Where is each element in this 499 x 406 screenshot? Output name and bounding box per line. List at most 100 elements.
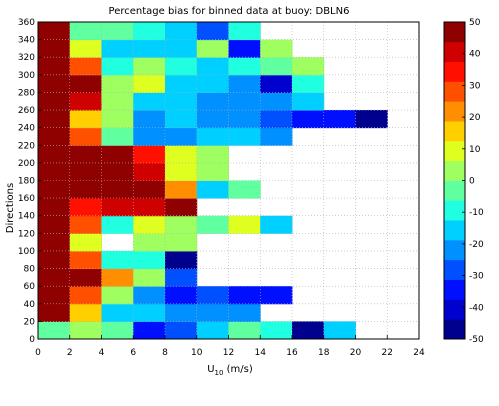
heatmap-cell [292, 321, 325, 340]
heatmap-cell [260, 127, 293, 146]
heatmap-cell [133, 110, 166, 129]
heatmap-cell [292, 110, 325, 129]
x-axis-label-subscript: 10 [215, 369, 224, 377]
y-tick-label: 20 [24, 317, 36, 327]
colorbar-tick-label: 0 [469, 177, 475, 187]
heatmap-cell [38, 92, 71, 111]
heatmap-cell [292, 57, 325, 76]
x-tick-label: 20 [350, 348, 362, 358]
y-tick-label: 0 [29, 335, 35, 345]
heatmap-cell [69, 268, 102, 287]
colorbar-segment [444, 299, 465, 320]
heatmap-cell [101, 180, 134, 199]
heatmap-cell [101, 303, 134, 322]
colorbar-tick-label: -40 [469, 303, 484, 313]
heatmap-cell [260, 92, 293, 111]
colorbar-segment [444, 239, 465, 261]
x-tick-label: 4 [99, 348, 105, 358]
heatmap-cell [101, 110, 134, 129]
colorbar-segment [444, 61, 465, 82]
heatmap-cell [38, 162, 71, 181]
y-tick-label: 120 [18, 229, 35, 239]
heatmap-cell [69, 303, 102, 322]
y-tick-label: 100 [18, 247, 35, 257]
heatmap-cell [101, 127, 134, 146]
heatmap-cell [228, 74, 261, 93]
heatmap-cell [133, 198, 166, 217]
heatmap-cell [165, 250, 198, 270]
heatmap-cell [133, 74, 166, 93]
heatmap-cell [165, 74, 198, 93]
heatmap-cell [69, 233, 102, 252]
x-tick-labels: 0 2 4 6 8 10 12 14 16 18 20 22 24 [35, 335, 425, 358]
heatmap-cell [101, 321, 134, 340]
heatmap-cell [133, 145, 166, 164]
y-tick-label: 340 [18, 36, 35, 46]
heatmap-cell [38, 39, 71, 58]
heatmap-cell [38, 180, 71, 199]
heatmap-cell [196, 22, 229, 41]
heatmap-cell [69, 198, 102, 217]
heatmap-cell [101, 215, 134, 234]
heatmap-cell [228, 92, 261, 111]
colorbar-tick-label: -30 [469, 272, 484, 282]
y-tick-label: 240 [18, 124, 35, 134]
x-tick-label: 14 [255, 348, 267, 358]
heatmap-cell [228, 215, 261, 234]
heatmap-cell [165, 110, 198, 129]
heatmap-cell [101, 162, 134, 181]
heatmap-cell [69, 321, 102, 340]
heatmap-cell [165, 92, 198, 111]
heatmap-cell [260, 39, 293, 58]
heatmap-cell [260, 321, 293, 340]
heatmap-cell [165, 286, 198, 305]
colorbar-segment [444, 140, 465, 162]
heatmap-cell [69, 22, 102, 41]
heatmap-cell [165, 321, 198, 340]
heatmap-cell [228, 110, 261, 129]
colorbar-tick-label: -10 [469, 208, 484, 218]
heatmap-cell [133, 268, 166, 287]
heatmap-cell [133, 286, 166, 305]
y-tick-labels: 0 20 40 60 80 100 120 140 160 180 200 220 240 260 280 3… [18, 18, 42, 345]
heatmap-cell [228, 127, 261, 146]
heatmap-cell [38, 74, 71, 93]
heatmap-cell [292, 92, 325, 111]
heatmap-cell [196, 110, 229, 129]
y-tick-label: 260 [18, 106, 35, 116]
heatmap-cell [260, 74, 293, 93]
heatmap-cell [196, 321, 229, 340]
heatmap-cell [228, 286, 261, 305]
heatmap-cell [69, 250, 102, 270]
colorbar-tick-label: 50 [469, 18, 481, 28]
heatmap-cell [228, 39, 261, 58]
colorbar-segment [444, 180, 465, 201]
heatmap-cell [101, 92, 134, 111]
heatmap-cell [133, 215, 166, 234]
colorbar-segment [444, 81, 465, 102]
heatmap-cell [260, 215, 293, 234]
x-tick-label: 2 [67, 348, 73, 358]
heatmap-cell [260, 110, 293, 129]
heatmap-cell [133, 233, 166, 252]
x-tick-label: 24 [413, 348, 425, 358]
colorbar-segment [444, 41, 465, 63]
heatmap-cell [38, 110, 71, 129]
heatmap-cell [165, 215, 198, 234]
colorbar-segment [444, 259, 465, 280]
heatmap-cell [101, 145, 134, 164]
heatmap-cell [196, 303, 229, 322]
heatmap-cell [69, 74, 102, 93]
heatmap-cell [101, 198, 134, 217]
heatmap-cell [38, 22, 71, 41]
y-tick-label: 180 [18, 177, 35, 187]
heatmap-cell [69, 57, 102, 76]
heatmap-cell [133, 57, 166, 76]
colorbar-tick-label: -50 [469, 335, 484, 345]
heatmap-cell [165, 268, 198, 287]
y-tick-label: 40 [24, 300, 36, 310]
heatmap-cell [101, 57, 134, 76]
heatmap-cell [165, 145, 198, 164]
heatmap-cell [196, 162, 229, 181]
